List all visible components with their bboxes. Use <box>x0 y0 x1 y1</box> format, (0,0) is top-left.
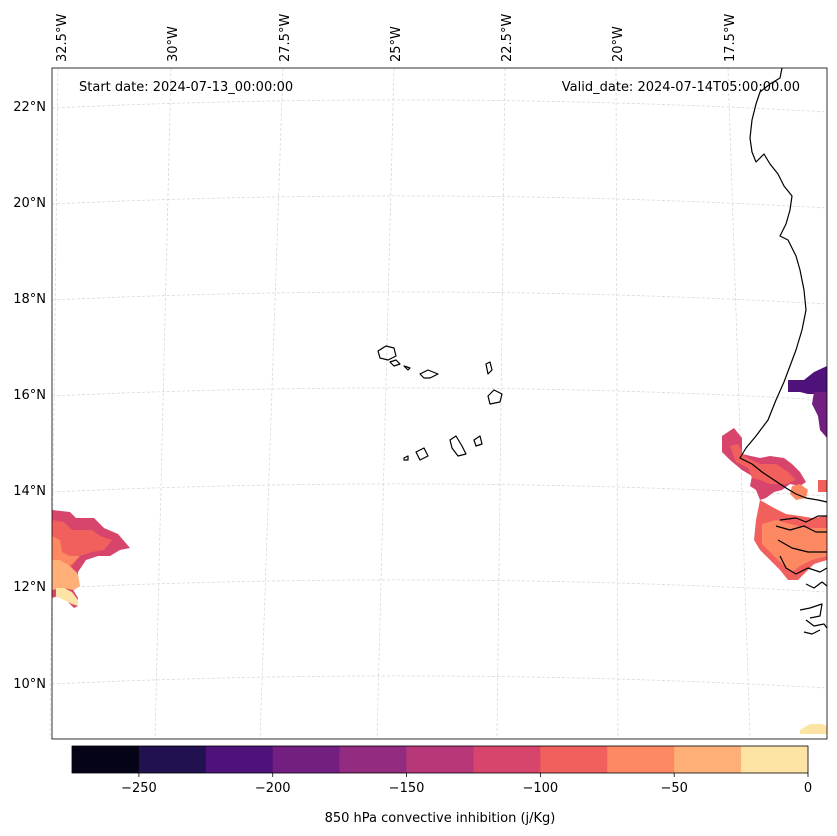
cin-contours-west <box>52 510 130 608</box>
island-sao-vicente <box>389 359 401 367</box>
parallel-18n <box>51 291 828 305</box>
colorbar-bin-4 <box>339 746 407 773</box>
valid-date-annotation: Valid_date: 2024-07-14T05:00:00.00 <box>562 80 800 95</box>
lon-label-25w: 25°W <box>389 26 404 62</box>
lat-label-18n: 18°N <box>13 292 46 307</box>
island-santiago <box>449 435 467 457</box>
meridian-32-5w <box>49 67 59 740</box>
cin-region-west-light <box>52 560 80 590</box>
lon-label-32-5w: 32.5°W <box>55 14 70 62</box>
parallel-10n <box>51 675 828 689</box>
colorbar-tick-label: −100 <box>523 781 559 796</box>
island-boa-vista <box>487 389 503 405</box>
colorbar-tick-label: −50 <box>660 781 687 796</box>
coastline-guinea-bissau <box>799 581 828 635</box>
colorbar <box>72 746 809 773</box>
lon-label-22-5w: 22.5°W <box>500 14 515 62</box>
colorbar-tick-label: −150 <box>389 781 425 796</box>
island-maio <box>473 435 483 447</box>
colorbar-frame <box>71 745 809 774</box>
map-frame <box>51 67 828 740</box>
colorbar-bin-9 <box>674 746 742 773</box>
meridian-25w <box>376 67 395 740</box>
longitude-labels: 32.5°W 30°W 27.5°W 25°W 22.5°W 20°W 17.5… <box>55 14 738 62</box>
map-panel-background <box>52 68 827 739</box>
meridian-30w <box>154 67 172 740</box>
colorbar-bin-2 <box>205 746 274 773</box>
lat-label-16n: 16°N <box>13 388 46 403</box>
meridian-22-5w <box>496 67 506 740</box>
coastlines <box>377 67 828 635</box>
parallel-20n <box>51 195 828 209</box>
colorbar-tick-label: −200 <box>255 781 291 796</box>
cin-region-southeast-pale <box>800 724 827 734</box>
colorbar-bin-10 <box>741 746 809 773</box>
cin-region-east-small <box>790 484 808 500</box>
parallel-12n <box>51 579 828 593</box>
coastline-africa <box>739 67 828 503</box>
colorbar-ticks: −250 −200 −150 −100 −50 0 <box>121 773 812 796</box>
island-sal <box>485 361 493 375</box>
colorbar-label: 850 hPa convective inhibition (j/Kg) <box>325 811 556 826</box>
colorbar-tick-label: 0 <box>804 781 812 796</box>
colorbar-bin-5 <box>406 746 474 773</box>
island-brava <box>403 455 409 461</box>
latitude-labels: 22°N 20°N 18°N 16°N 14°N 12°N 10°N <box>13 100 46 692</box>
island-santa-luzia <box>403 365 411 371</box>
cin-region-northeast-violet <box>812 392 827 438</box>
colorbar-bin-8 <box>607 746 675 773</box>
colorbar-bin-6 <box>473 746 541 773</box>
lon-label-17-5w: 17.5°W <box>723 14 738 62</box>
lat-label-22n: 22°N <box>13 100 46 115</box>
lat-label-20n: 20°N <box>13 196 46 211</box>
lat-label-12n: 12°N <box>13 580 46 595</box>
colorbar-bin-7 <box>540 746 608 773</box>
cin-region-east-edge <box>818 480 827 492</box>
colorbar-bin-1 <box>138 746 207 773</box>
parallel-14n <box>51 483 828 497</box>
meridian-20w <box>615 67 619 740</box>
coastline-senegal-south <box>775 515 828 575</box>
lat-label-14n: 14°N <box>13 484 46 499</box>
parallel-22n <box>51 99 828 113</box>
colorbar-tick-label: −250 <box>121 781 157 796</box>
parallel-16n <box>51 387 828 401</box>
lon-label-20w: 20°W <box>611 26 626 62</box>
lat-label-10n: 10°N <box>13 677 46 692</box>
colorbar-bin-0 <box>72 746 140 773</box>
meridian-17-5w <box>727 67 751 740</box>
cin-region-west-pale <box>56 588 78 606</box>
island-santo-antao <box>377 345 397 361</box>
meridian-27-5w <box>259 67 284 740</box>
cin-region-northeast-purple <box>788 366 827 400</box>
colorbar-bin-3 <box>272 746 340 773</box>
lon-label-30w: 30°W <box>166 26 181 62</box>
cin-region-east-south-inner <box>762 520 827 572</box>
start-date-annotation: Start date: 2024-07-13_00:00:00 <box>79 80 293 95</box>
island-sao-nicolau <box>419 369 439 379</box>
island-fogo <box>415 447 429 461</box>
lon-label-27-5w: 27.5°W <box>278 14 293 62</box>
cin-region-east-inner <box>730 444 796 484</box>
graticule <box>49 67 828 740</box>
